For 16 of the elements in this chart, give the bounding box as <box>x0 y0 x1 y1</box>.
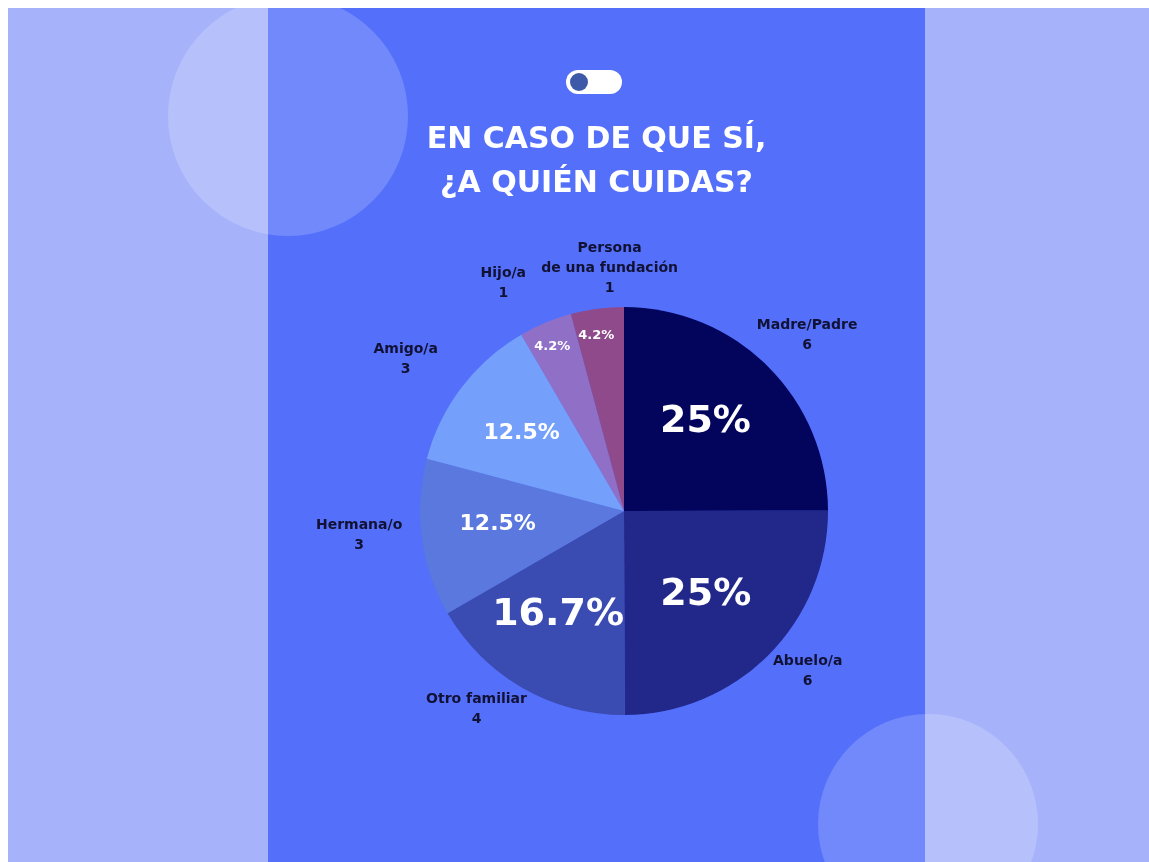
chart-title: EN CASO DE QUE SÍ, ¿A QUIÉN CUIDAS? <box>425 119 768 201</box>
slice-label: Otro familiar 4 <box>426 690 528 727</box>
data-label: 12.5% <box>459 509 536 535</box>
slice-label: Madre/Padre 6 <box>756 315 858 352</box>
slice-label: Hermana/o 3 <box>315 515 403 552</box>
data-label: 25% <box>660 570 752 615</box>
data-label: 4.2% <box>578 326 615 342</box>
slice-label: Persona de una fundación 1 <box>541 239 679 296</box>
pie-slice <box>570 307 624 511</box>
data-label: 25% <box>660 397 751 442</box>
slice-label: Abuelo/a 6 <box>773 651 843 688</box>
slice-label: Amigo/a 3 <box>373 339 438 376</box>
data-label: 4.2% <box>534 338 571 354</box>
data-label: 16.7% <box>492 590 624 635</box>
data-label: 12.5% <box>483 419 560 445</box>
slice-label: Hijo/a 1 <box>480 264 527 301</box>
